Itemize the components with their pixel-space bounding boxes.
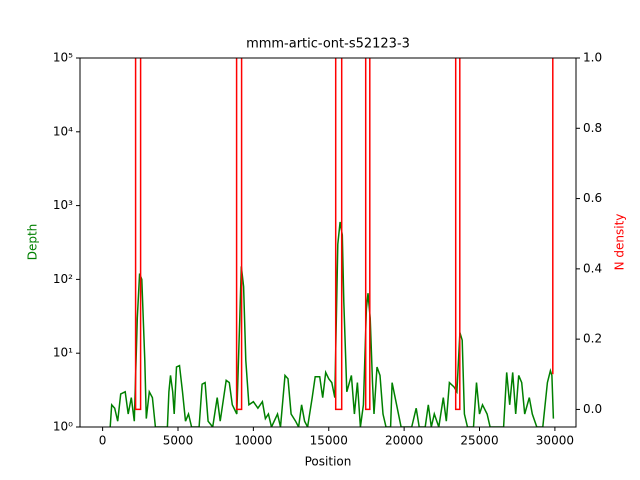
y2-tick-label: 0.6 — [583, 191, 602, 205]
series-line — [109, 221, 555, 427]
y-tick-label: 10⁴ — [53, 124, 73, 138]
x-tick-label: 10000 — [234, 434, 272, 448]
y-tick-label: 10⁵ — [53, 51, 73, 65]
series-line — [134, 58, 554, 411]
x-tick-label: 15000 — [310, 434, 348, 448]
x-tick-label: 5000 — [163, 434, 194, 448]
y-axis-label: Depth — [26, 224, 40, 261]
chart-title: mmm-artic-ont-s52123-3 — [246, 37, 410, 52]
y2-tick-label: 1.0 — [583, 51, 602, 65]
y-tick-label: 10² — [53, 272, 73, 286]
x-tick-label: 0 — [99, 434, 107, 448]
y-tick-label: 10⁰ — [53, 420, 73, 434]
y-tick-label: 10¹ — [53, 346, 73, 360]
y-tick-label: 10³ — [53, 198, 73, 212]
y2-tick-label: 0.0 — [583, 402, 602, 416]
y2-tick-label: 0.2 — [583, 332, 602, 346]
y2-tick-label: 0.8 — [583, 121, 602, 135]
x-tick-label: 25000 — [460, 434, 498, 448]
x-tick-label: 20000 — [385, 434, 423, 448]
x-axis-label: Position — [305, 455, 352, 469]
y2-axis-label: N density — [613, 214, 627, 271]
y2-tick-label: 0.4 — [583, 261, 602, 275]
plot-frame — [79, 57, 577, 428]
x-tick-label: 30000 — [536, 434, 574, 448]
